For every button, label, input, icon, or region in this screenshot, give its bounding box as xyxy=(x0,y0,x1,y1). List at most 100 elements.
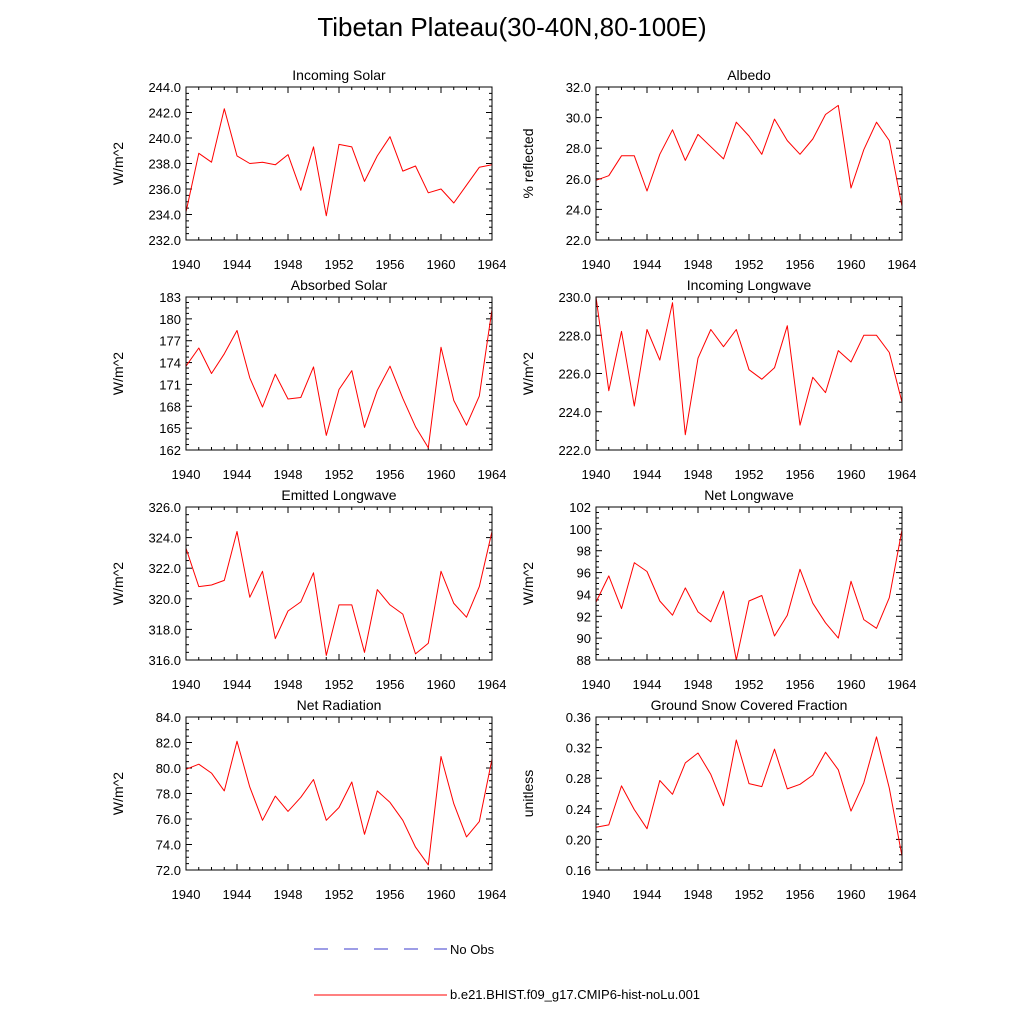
x-tick-label: 1940 xyxy=(582,257,611,272)
legend: No Obs b.e21.BHIST.f09_g17.CMIP6-hist-noL… xyxy=(314,942,700,1002)
panel-title: Net Radiation xyxy=(297,697,382,713)
series-line xyxy=(185,740,493,866)
y-tick-label: 326.0 xyxy=(148,500,181,515)
y-axis-label: W/m^2 xyxy=(110,562,126,605)
y-tick-label: 183 xyxy=(159,290,181,305)
panel-1: Incoming Solar W/m^2 232.0 234.0 236.0 238.0 2… xyxy=(110,67,506,272)
x-tick-label: 1960 xyxy=(837,677,866,692)
panel-3: Absorbed Solar W/m^2 162 165 168 171 174 177 180… xyxy=(110,277,506,482)
x-tick-label: 1952 xyxy=(735,887,764,902)
x-tick-label: 1960 xyxy=(427,467,456,482)
x-tick-label: 1948 xyxy=(274,467,303,482)
x-tick-label: 1944 xyxy=(223,677,252,692)
y-tick-label: 316.0 xyxy=(148,653,181,668)
y-tick-label: 32.0 xyxy=(566,80,591,95)
y-tick-label: 90 xyxy=(577,631,591,646)
x-tick-label: 1960 xyxy=(837,887,866,902)
y-tick-label: 0.16 xyxy=(566,863,591,878)
y-tick-label: 168 xyxy=(159,399,181,414)
y-tick-label: 324.0 xyxy=(148,531,181,546)
y-tick-label: 0.36 xyxy=(566,710,591,725)
x-tick-label: 1956 xyxy=(786,257,815,272)
plot-frame xyxy=(185,716,493,871)
plot-frame xyxy=(185,296,493,451)
y-tick-label: 30.0 xyxy=(566,111,591,126)
x-tick-label: 1940 xyxy=(582,887,611,902)
x-tick-label: 1940 xyxy=(172,467,201,482)
x-tick-label: 1948 xyxy=(684,887,713,902)
plot-frame xyxy=(595,86,903,241)
x-tick-label: 1944 xyxy=(633,677,662,692)
y-tick-label: 72.0 xyxy=(156,863,181,878)
y-tick-label: 224.0 xyxy=(558,405,591,420)
x-tick-label: 1956 xyxy=(786,677,815,692)
series-line xyxy=(595,104,903,207)
panel-title: Net Longwave xyxy=(704,487,794,503)
y-tick-label: 232.0 xyxy=(148,233,181,248)
panel-title: Emitted Longwave xyxy=(281,487,396,503)
y-axis-label: unitless xyxy=(520,770,536,817)
x-tick-label: 1940 xyxy=(172,887,201,902)
x-tick-label: 1944 xyxy=(633,467,662,482)
x-tick-label: 1948 xyxy=(684,677,713,692)
x-tick-label: 1964 xyxy=(888,257,917,272)
y-tick-label: 0.28 xyxy=(566,771,591,786)
y-tick-label: 234.0 xyxy=(148,208,181,223)
y-tick-label: 320.0 xyxy=(148,592,181,607)
x-tick-label: 1964 xyxy=(478,887,507,902)
figure-title: Tibetan Plateau(30-40N,80-100E) xyxy=(317,12,707,42)
plot-frame xyxy=(595,506,903,661)
x-tick-label: 1948 xyxy=(684,257,713,272)
y-tick-label: 24.0 xyxy=(566,202,591,217)
x-tick-label: 1952 xyxy=(735,677,764,692)
y-tick-label: 102 xyxy=(569,500,591,515)
x-tick-label: 1944 xyxy=(223,467,252,482)
y-tick-label: 171 xyxy=(159,377,181,392)
y-tick-label: 84.0 xyxy=(156,710,181,725)
x-tick-label: 1960 xyxy=(837,257,866,272)
y-axis-label: % reflected xyxy=(520,128,536,198)
y-tick-label: 94 xyxy=(577,587,591,602)
plot-frame xyxy=(185,86,493,241)
x-tick-label: 1948 xyxy=(274,677,303,692)
x-tick-label: 1960 xyxy=(837,467,866,482)
y-tick-label: 92 xyxy=(577,609,591,624)
x-tick-label: 1940 xyxy=(172,677,201,692)
x-tick-label: 1952 xyxy=(735,257,764,272)
y-tick-label: 165 xyxy=(159,421,181,436)
y-tick-label: 88 xyxy=(577,653,591,668)
y-axis-label: W/m^2 xyxy=(520,352,536,395)
x-tick-label: 1944 xyxy=(633,257,662,272)
x-tick-label: 1964 xyxy=(888,467,917,482)
panel-title: Absorbed Solar xyxy=(291,277,388,293)
y-tick-label: 174 xyxy=(159,356,181,371)
x-tick-label: 1952 xyxy=(325,677,354,692)
y-tick-label: 98 xyxy=(577,544,591,559)
panel-title: Albedo xyxy=(727,67,771,83)
plot-frame xyxy=(595,716,903,871)
y-tick-label: 226.0 xyxy=(558,367,591,382)
x-tick-label: 1960 xyxy=(427,677,456,692)
series-line xyxy=(595,296,903,436)
x-tick-label: 1948 xyxy=(684,467,713,482)
x-tick-label: 1940 xyxy=(582,467,611,482)
x-tick-label: 1964 xyxy=(478,467,507,482)
y-tick-label: 28.0 xyxy=(566,141,591,156)
y-tick-label: 26.0 xyxy=(566,172,591,187)
panel-4: Incoming Longwave W/m^2 222.0 224.0 226.0 228… xyxy=(520,277,916,482)
x-tick-label: 1952 xyxy=(325,887,354,902)
y-axis-label: W/m^2 xyxy=(110,142,126,185)
panel-title: Ground Snow Covered Fraction xyxy=(651,697,848,713)
x-tick-label: 1964 xyxy=(888,887,917,902)
plot-frame xyxy=(595,296,903,451)
x-tick-label: 1944 xyxy=(223,257,252,272)
y-axis-label: W/m^2 xyxy=(110,352,126,395)
y-tick-label: 96 xyxy=(577,566,591,581)
y-tick-label: 222.0 xyxy=(558,443,591,458)
y-tick-label: 322.0 xyxy=(148,561,181,576)
panel-2: Albedo % reflected 22.0 24.0 26.0 28.0 30.0 32.… xyxy=(520,67,916,272)
panel-8: Ground Snow Covered Fraction unitless 0.16… xyxy=(520,697,916,902)
series-line xyxy=(595,736,903,857)
panel-6: Net Longwave W/m^2 88 90 92 94 96 98 100 102 1940 1… xyxy=(520,487,916,692)
